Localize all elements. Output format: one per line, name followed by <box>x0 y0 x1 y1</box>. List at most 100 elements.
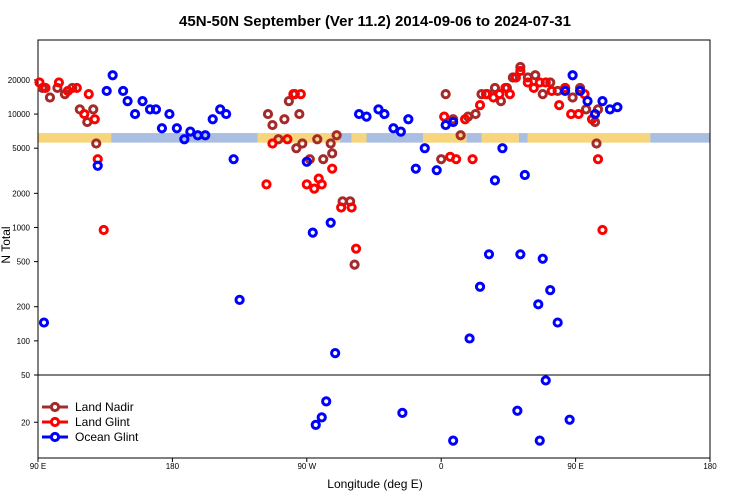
data-point-ocean-glint <box>228 154 239 165</box>
legend-label-ocean-glint: Ocean Glint <box>75 430 139 444</box>
data-point-land-glint <box>301 179 312 190</box>
data-point-land-nadir <box>440 89 451 100</box>
band-segment-land <box>527 133 651 143</box>
data-point-land-nadir <box>279 114 290 125</box>
legend-marker-land-nadir <box>49 401 61 413</box>
y-tick-label: 500 <box>17 258 31 267</box>
plot-area: 100 200 500 1000 2000 5000 10000 20000 20 50 90 E 1… <box>8 39 717 471</box>
data-point-ocean-glint <box>474 281 486 292</box>
y-tick-label: 20000 <box>8 76 31 85</box>
x-tick-label: 90 W <box>297 462 316 471</box>
data-point-ocean-glint <box>552 317 563 328</box>
data-point-ocean-glint <box>574 85 586 97</box>
data-point-ocean-glint <box>545 285 556 296</box>
data-point-land-nadir <box>91 138 102 149</box>
data-point-ocean-glint <box>361 111 372 122</box>
y-axis-label: N Total <box>0 226 13 263</box>
data-point-land-nadir <box>537 89 548 100</box>
data-point-ocean-glint <box>122 96 133 107</box>
data-point-ocean-glint <box>207 114 218 125</box>
data-point-ocean-glint <box>564 414 575 425</box>
data-point-ocean-glint <box>301 156 312 167</box>
x-axis-label: Longitude (deg E) <box>327 477 422 491</box>
legend-entry-ocean-glint: Ocean Glint <box>42 430 139 444</box>
data-point-land-glint <box>83 89 94 100</box>
band-segment-ocean <box>650 133 710 143</box>
data-point-ocean-glint <box>560 85 571 97</box>
data-point-land-glint <box>510 72 521 83</box>
data-point-land-glint <box>62 85 73 97</box>
data-point-land-glint <box>504 89 515 100</box>
data-point-land-nadir <box>297 138 308 149</box>
data-point-land-glint <box>592 154 604 165</box>
band-segment-ocean <box>466 133 482 143</box>
data-point-ocean-glint <box>497 143 508 154</box>
data-point-land-nadir <box>294 108 305 120</box>
data-point-land-glint <box>500 82 511 94</box>
data-point-ocean-glint <box>410 163 421 174</box>
data-point-ocean-glint <box>397 407 408 418</box>
data-point-land-glint <box>528 82 539 94</box>
data-point-land-nadir <box>262 108 274 120</box>
data-point-land-nadir <box>489 82 501 94</box>
data-point-ocean-glint <box>307 227 318 238</box>
data-point-ocean-glint <box>612 102 623 113</box>
data-point-ocean-glint <box>403 114 414 125</box>
legend-entry-land-nadir: Land Nadir <box>42 400 134 414</box>
y-tick-label: 2000 <box>12 189 30 198</box>
x-tick-label: 0 <box>439 462 444 471</box>
data-point-ocean-glint <box>419 143 430 154</box>
x-tick-label: 180 <box>703 462 717 471</box>
series-ocean-glint <box>38 70 623 446</box>
data-point-land-glint <box>316 179 327 190</box>
data-point-land-glint <box>522 77 533 88</box>
data-point-ocean-glint <box>512 405 523 416</box>
data-point-ocean-glint <box>448 435 459 446</box>
data-point-ocean-glint <box>200 130 211 141</box>
band-segment-land <box>257 133 340 143</box>
data-point-land-glint <box>267 138 278 149</box>
data-point-land-glint <box>494 89 505 100</box>
data-point-ocean-glint <box>310 419 321 430</box>
data-point-ocean-glint <box>221 108 232 120</box>
y-tick-label: 200 <box>17 303 31 312</box>
data-point-ocean-glint <box>234 294 245 305</box>
data-point-land-glint <box>451 154 462 165</box>
data-point-land-nadir <box>331 130 342 141</box>
data-point-ocean-glint <box>489 175 501 186</box>
data-point-ocean-glint <box>464 333 475 344</box>
data-point-ocean-glint <box>107 70 118 81</box>
x-tick-label: 90 E <box>30 462 46 471</box>
data-point-land-glint <box>597 224 608 236</box>
series-land-glint <box>34 65 608 254</box>
data-point-land-glint <box>336 202 347 213</box>
data-point-land-glint <box>98 224 109 236</box>
data-point-land-glint <box>282 134 293 145</box>
legend-marker-ocean-glint <box>49 431 61 443</box>
data-point-land-glint <box>480 89 492 100</box>
data-point-land-glint <box>40 82 51 94</box>
data-point-land-glint <box>327 163 338 174</box>
band-segment-ocean <box>111 133 258 143</box>
data-point-ocean-glint <box>431 165 442 176</box>
band-segment-land <box>38 133 112 143</box>
data-point-ocean-glint <box>519 169 530 181</box>
data-point-land-glint <box>554 99 565 111</box>
y-tick-label: 20 <box>21 418 30 427</box>
legend-marker-land-glint <box>49 416 61 428</box>
data-point-land-nadir <box>515 61 526 73</box>
y-tick-label: 5000 <box>12 144 30 153</box>
legend-label-land-glint: Land Glint <box>75 415 130 429</box>
data-point-ocean-glint <box>316 412 327 423</box>
plot-frame <box>37 39 711 459</box>
data-point-ocean-glint <box>373 104 384 115</box>
data-point-land-glint <box>573 108 584 120</box>
data-point-ocean-glint <box>179 134 190 145</box>
band-segment-land <box>481 133 519 143</box>
data-point-land-nadir <box>312 134 323 145</box>
data-point-ocean-glint <box>101 85 112 97</box>
data-point-land-glint <box>346 202 357 213</box>
data-point-land-glint <box>34 77 45 88</box>
band-segment-ocean <box>366 133 424 143</box>
band-segment-ocean <box>339 133 352 143</box>
